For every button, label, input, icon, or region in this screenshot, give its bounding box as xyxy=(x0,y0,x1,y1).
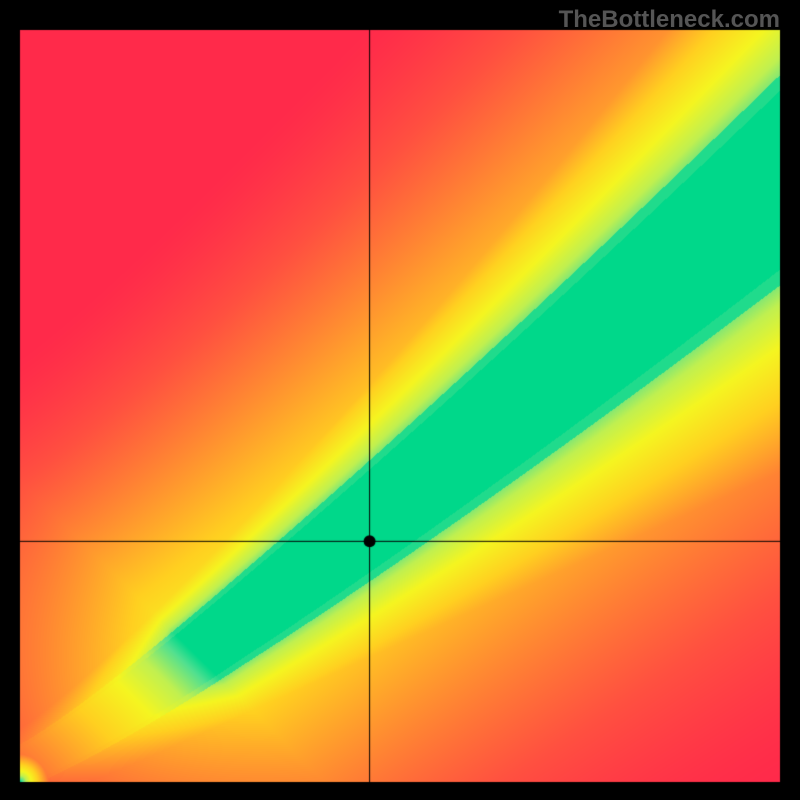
bottleneck-heatmap-chart: TheBottleneck.com xyxy=(0,0,800,800)
heatmap-canvas xyxy=(0,0,800,800)
watermark-text: TheBottleneck.com xyxy=(559,6,780,34)
